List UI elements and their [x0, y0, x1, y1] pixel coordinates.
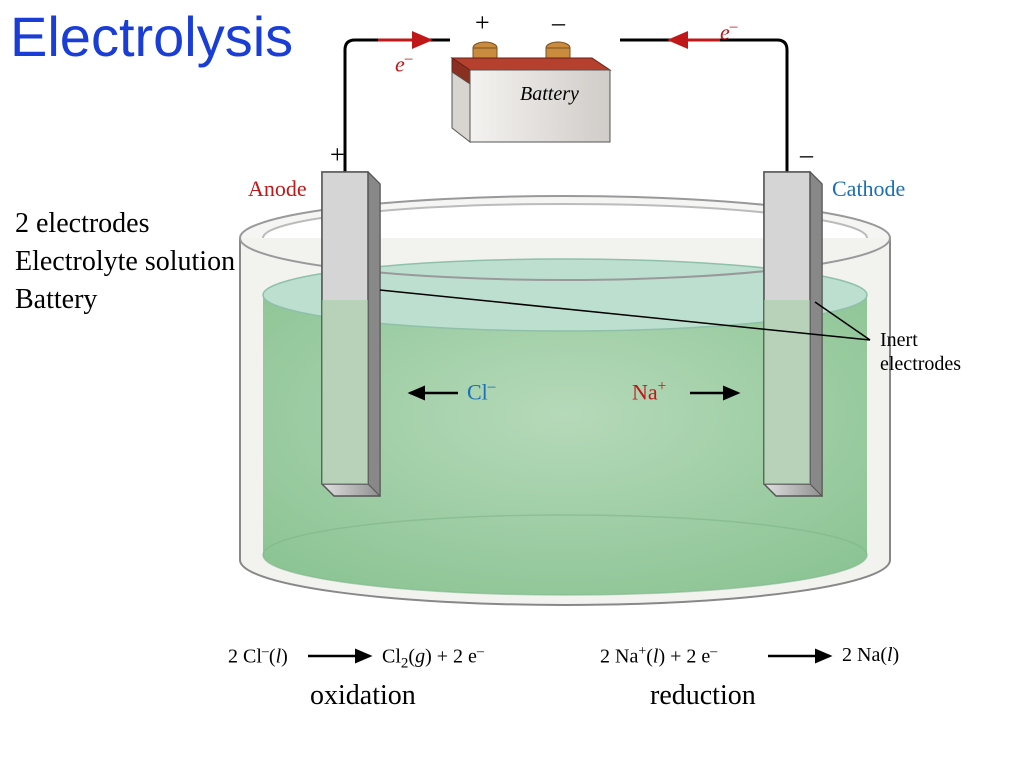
wire-right	[620, 40, 787, 180]
oxidation-rhs: Cl2(g) + 2 e–	[382, 644, 484, 673]
battery: Battery	[452, 42, 610, 142]
oxidation-lhs: 2 Cl–(l)	[228, 644, 288, 669]
reduction-label: reduction	[650, 680, 756, 712]
anode-label: Anode	[248, 176, 307, 202]
anode-plus-sign: +	[330, 140, 345, 170]
na-ion-label: Na+	[632, 378, 666, 405]
anode-electrode	[322, 172, 380, 496]
oxidation-label: oxidation	[310, 680, 416, 712]
cl-ion-label: Cl–	[467, 378, 496, 405]
battery-minus-sign: –	[552, 8, 565, 38]
cathode-minus-sign: –	[800, 140, 813, 170]
svg-text:Battery: Battery	[520, 83, 579, 105]
reduction-rhs: 2 Na(l)	[842, 644, 899, 667]
electron-right-label: e–	[720, 18, 737, 45]
battery-plus-sign: +	[475, 8, 490, 38]
inert-electrodes-label: Inertelectrodes	[880, 328, 961, 376]
reduction-lhs: 2 Na+(l) + 2 e–	[600, 644, 717, 669]
electron-left-label: e–	[395, 50, 412, 77]
cathode-label: Cathode	[832, 176, 905, 202]
